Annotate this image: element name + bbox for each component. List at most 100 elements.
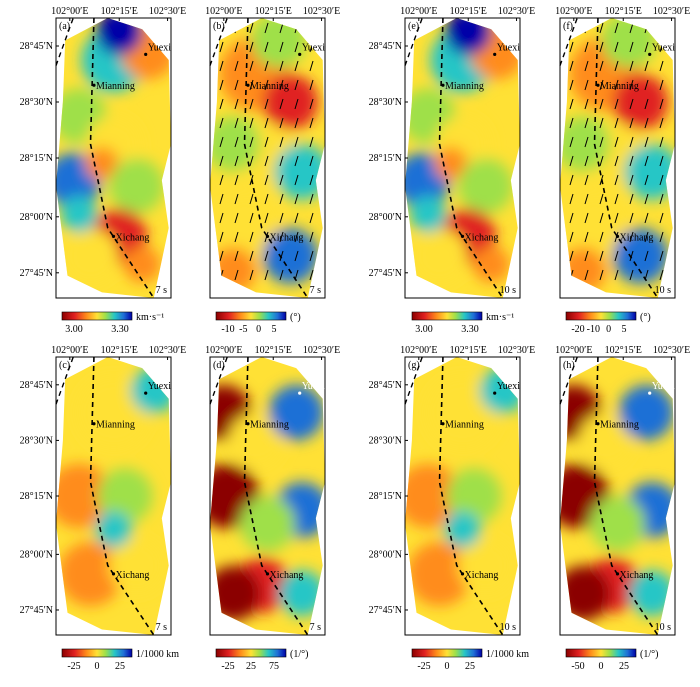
arrow-mark [264,250,269,262]
colorbar-cb-h: -50 0 25 (1/°) [565,648,658,672]
arrow-mark [584,98,589,110]
colorbar-tick: 0 [599,661,604,672]
colorbar-cb-g: -25 0 25 1/1000 km [411,648,529,672]
arrow-mark [599,193,604,205]
arrow-mark [614,193,619,205]
city-label-mianning: Mianning [600,420,639,431]
arrow-mark [279,79,284,91]
arrow-mark [264,269,269,281]
city-label-mianning: Mianning [250,420,289,431]
arrow-mark [294,136,299,148]
anomaly-patch [446,468,502,524]
arrow-mark [279,98,284,110]
colorbar-ramp [411,648,483,658]
arrow-mark [569,193,574,205]
arrow-mark [599,60,604,72]
arrow-mark [584,79,589,91]
lat-tick-label: 28°30′N [20,435,53,446]
arrow-mark [234,212,239,224]
colorbar-tick: 0 [95,661,100,672]
arrow-mark [569,155,574,167]
anomaly-patch [60,195,98,233]
lat-tick-label: 28°45′N [369,41,402,52]
map-frame [559,356,676,636]
arrow-mark [249,60,254,72]
anomaly-patch [612,228,669,284]
map-field [560,357,675,635]
lat-tick-label: 28°45′N [369,380,402,391]
arrow-mark [279,155,284,167]
city-label-mianning: Mianning [600,81,639,92]
arrow-mark [279,193,284,205]
city-label-yuexi: Yuexi [148,42,172,53]
colorbar-tick: 25 [465,661,475,672]
arrow-mark [584,269,589,281]
arrow-mark [659,269,664,281]
arrow-mark [629,155,634,167]
arrow-mark [264,79,269,91]
arrow-mark [264,174,269,186]
anomaly-patch [123,246,161,283]
period-label: 10 s [655,622,672,633]
arrow-mark [279,60,284,72]
colorbar-ramp [215,648,287,658]
period-label: 7 s [156,622,168,633]
anomaly-patch [210,565,261,621]
arrow-mark [659,174,664,186]
arrow-mark [614,269,619,281]
colorbar-tick: 0 [256,324,261,335]
arrow-mark [629,60,634,72]
lat-tick-label: 28°15′N [369,153,402,164]
arrow-mark [279,269,284,281]
map-field [405,18,520,298]
arrow-mark [294,98,299,110]
map-field [56,18,171,298]
arrow-mark [614,155,619,167]
arrow-mark [614,98,619,110]
arrow-mark [644,212,649,224]
arrow-mark [219,231,224,243]
colorbar-cb-e: 3.00 3.30 km·s⁻¹ [411,311,514,335]
city-label-mianning: Mianning [96,420,135,431]
arrow-mark [234,79,239,91]
city-label-xichang: Xichang [620,232,654,243]
anomaly-patch [279,570,325,617]
colorbar-cb-b: -10 -5 0 5 (°) [215,311,301,335]
arrow-mark [249,136,254,148]
city-label-xichang: Xichang [465,570,499,581]
colorbar-unit: 1/1000 km [486,649,529,660]
city-label-mianning: Mianning [96,81,135,92]
colorbar-tick: 25 [115,661,125,672]
arrow-mark [234,174,239,186]
arrow-mark [279,41,284,53]
city-label-mianning: Mianning [445,81,484,92]
anomaly-patch [612,74,669,130]
arrow-mark [659,117,664,129]
arrow-mark [219,250,224,262]
colorbar-unit: (1/°) [640,649,658,660]
panel-label: (h) [563,360,575,371]
anomaly-patch [268,385,324,441]
arrow-mark [249,155,254,167]
arrow-mark [234,136,239,148]
panel-e: Yuexi Mianning Xichang (e) 10 s 102°00′E 102°1… [369,6,535,299]
city-dot [246,422,250,426]
anomaly-patch [62,228,119,284]
arrow-mark [659,155,664,167]
period-label: 10 s [500,622,517,633]
anomaly-patch [262,74,319,130]
arrow-mark [234,117,239,129]
city-label-xichang: Xichang [116,232,150,243]
lat-tick-label: 28°15′N [369,491,402,502]
arrow-mark [644,250,649,262]
arrow-mark [249,269,254,281]
colorbar-tick: -5 [239,324,247,335]
anomaly-patch [95,510,132,548]
arrow-mark [234,60,239,72]
colorbar-unit: km·s⁻¹ [486,312,514,323]
lat-tick-label: 28°15′N [20,491,53,502]
colorbar-tick: -10 [221,324,234,335]
colorbar-tick: 3.00 [415,324,433,335]
colorbar-cb-f: -20 -10 0 5 (°) [565,311,651,335]
